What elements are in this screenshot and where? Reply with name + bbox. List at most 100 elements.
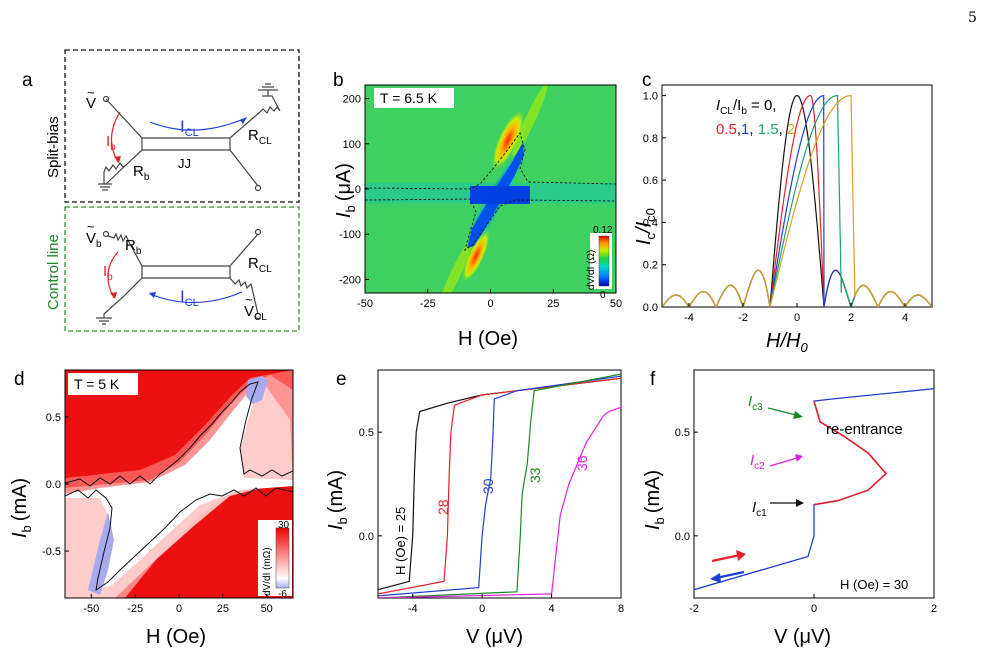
svg-text:~: ~ — [87, 85, 95, 100]
split-bias-circuit — [98, 83, 281, 192]
bot-rcl-label: RCL — [248, 255, 272, 275]
x-tick-label: -2 — [689, 603, 699, 615]
ic2-arrow — [769, 456, 801, 467]
svg-text:~: ~ — [245, 292, 253, 307]
y-tick-label: 0.5 — [359, 427, 374, 439]
ylabel-e: Ib(mA) — [325, 470, 350, 530]
bot-icl-label: ICL — [180, 287, 199, 309]
iv-curves-e — [378, 373, 621, 598]
x-tick-label: 25 — [217, 603, 229, 615]
f-xticks: -2 0 2 — [689, 594, 937, 615]
xlabel-c: H/H0 — [766, 330, 808, 355]
y-tick-label: 0.2 — [643, 260, 658, 272]
y-tick-label: -200 — [339, 274, 361, 286]
panel-c-letter: c — [642, 70, 652, 91]
panel-a-letter: a — [22, 70, 33, 91]
temperature-b: T = 6.5 K — [380, 90, 438, 106]
x-tick-label: -50 — [357, 298, 373, 310]
fraunhofer-curves — [662, 95, 932, 307]
fraunhofer-series-2 — [662, 95, 932, 307]
top-rb-label: Rb — [133, 163, 150, 183]
y-tick-label: 0.4 — [643, 217, 658, 229]
iv-series-33 — [378, 373, 621, 598]
cbar-d-label: dV/dI (mΩ) — [262, 547, 273, 596]
y-tick-label: -0.5 — [42, 546, 61, 558]
x-tick-label: 2 — [931, 603, 937, 615]
bot-ib-label: Ib — [103, 263, 113, 283]
x-tick-label: -25 — [127, 603, 143, 615]
cbar-b-max: 0.12 — [593, 225, 613, 236]
hotspot-upper — [491, 108, 525, 172]
xlabel-d: H (Oe) — [146, 626, 206, 648]
ylabel-d: Ib(mA) — [9, 478, 34, 538]
x-tick-label: -4 — [408, 603, 418, 615]
y-tick-label: 0.0 — [643, 302, 658, 314]
panel-f: f 0.5 0.0 -2 0 2 Ic3 re-entrance Ic2 Ic1 H … — [642, 369, 937, 648]
panel-b: b 0.12 0 dV/dI (Ω) T = 6.5 K 200 100 0 -100 — [333, 70, 622, 350]
x-tick-label: -4 — [684, 312, 694, 324]
panel-d-letter: d — [14, 369, 25, 390]
ib-arrow-top — [110, 111, 121, 163]
top-rcl-label: RCL — [248, 127, 272, 147]
top-v-label: V — [86, 95, 96, 112]
xlabel-b: H (Oe) — [458, 328, 518, 350]
y-tick-label: 100 — [343, 139, 361, 151]
temperature-d: T = 5 K — [74, 376, 120, 392]
panel-a: a Split-bias Control line V ~ ICL RCL Ib… — [22, 49, 300, 332]
y-tick-label: 0.0 — [675, 531, 690, 543]
y-tick-label: 0.8 — [643, 133, 658, 145]
ic2-label: Ic2 — [750, 452, 765, 472]
ic1-label: Ic1 — [752, 499, 767, 519]
y-tick-label: 0.5 — [46, 412, 61, 424]
xlabel-f: V (μV) — [774, 626, 831, 648]
split-bias-title: Split-bias — [45, 116, 62, 178]
x-tick-label: 0 — [794, 312, 800, 324]
c-xticks: -4 -2 0 2 4 — [684, 303, 908, 324]
x-tick-label: 25 — [547, 298, 559, 310]
y-tick-label: 0.6 — [643, 175, 658, 187]
x-tick-label: 4 — [902, 312, 908, 324]
panel-d: d 30 -6 dV/dI (mΩ) T = 5 K 0.5 0.0 -0.5 -5… — [9, 369, 294, 648]
bot-vcl-label: VCL — [244, 303, 267, 323]
ylabel-b: Ib(μA) — [333, 163, 358, 218]
y-tick-label: 1.0 — [643, 91, 658, 103]
cbar-b-label: dV/dI (Ω) — [586, 250, 597, 290]
white-region — [65, 388, 293, 592]
panel-e: e 0.5 0.0 -4 0 4 8 H (Oe) = 25 28 30 33 36 I… — [325, 369, 624, 648]
x-tick-label: 0 — [811, 603, 817, 615]
heatmap-d — [65, 370, 293, 598]
jj-label: JJ — [178, 156, 191, 171]
iv-series-30 — [378, 375, 621, 597]
ic3-label: Ic3 — [748, 393, 763, 413]
e-label-25: H (Oe) = 25 — [393, 507, 408, 575]
y-tick-label: 200 — [343, 94, 361, 106]
cbar-d-max: 30 — [278, 520, 290, 531]
c-legend-line1: ICL/Ib = 0, — [716, 97, 776, 117]
top-ib-label: Ib — [106, 133, 116, 153]
e-xticks: -4 0 4 8 — [408, 594, 624, 615]
b-xticks: -50 -25 0 25 50 — [357, 289, 622, 310]
f-yticks: 0.5 0.0 — [675, 427, 698, 543]
y-tick-label: 0 — [355, 184, 361, 196]
y-tick-label: 0.5 — [675, 427, 690, 439]
x-tick-label: 2 — [848, 312, 854, 324]
page-number: 5 — [968, 10, 977, 26]
panel-b-letter: b — [333, 70, 344, 91]
colorbar-b — [598, 235, 610, 287]
control-line-title: Control line — [45, 234, 62, 310]
f-series-1 — [813, 400, 888, 506]
colorbar-d — [275, 527, 290, 589]
cbar-d-min: -6 — [278, 589, 287, 600]
x-tick-label: 50 — [261, 603, 273, 615]
x-tick-label: 50 — [610, 298, 622, 310]
up-sweep-arrow — [711, 553, 741, 563]
y-tick-label: 0.0 — [46, 479, 61, 491]
top-icl-label: ICL — [180, 117, 199, 139]
iv-curves-f — [694, 388, 934, 591]
e-label-36: 36 — [574, 455, 590, 471]
ylabel-f: Ib(mA) — [642, 470, 667, 530]
x-tick-label: 4 — [549, 603, 555, 615]
down-sweep-arrow — [715, 570, 745, 580]
icl-arrow-top — [149, 117, 247, 131]
